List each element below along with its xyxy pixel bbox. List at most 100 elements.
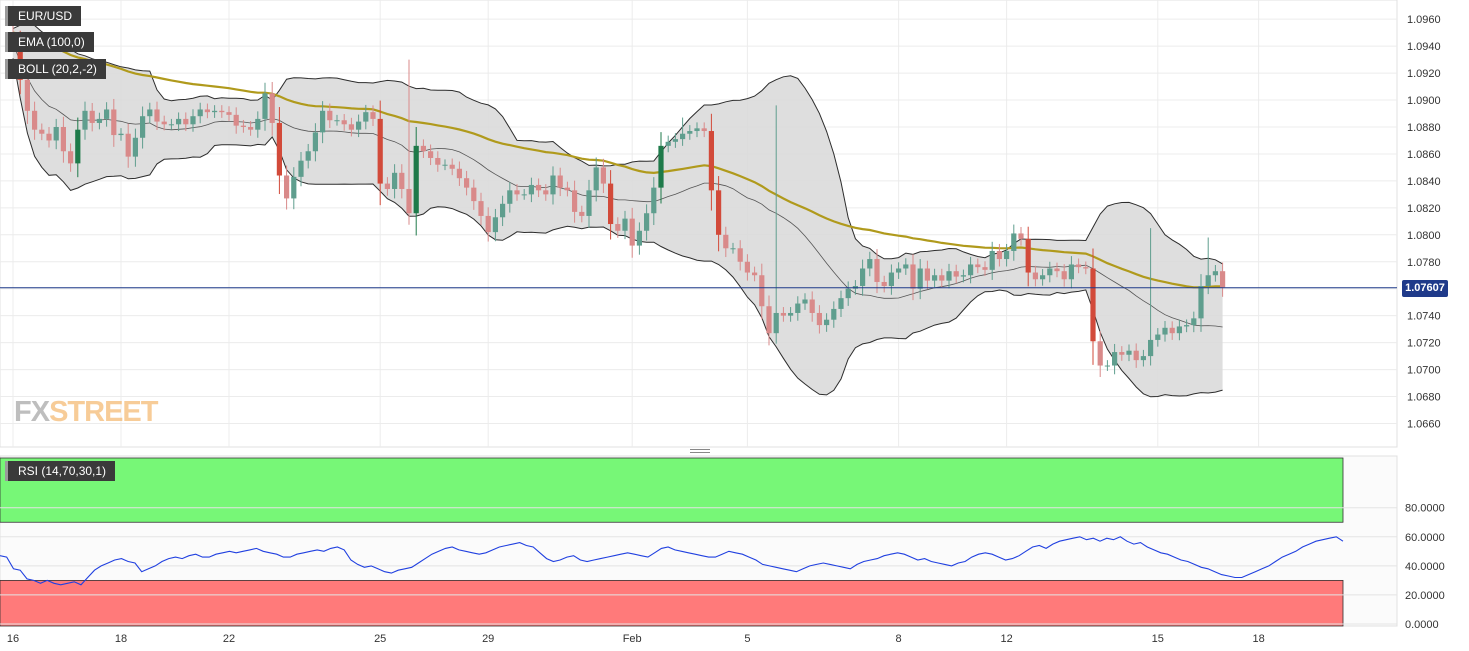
candle-body: [471, 187, 477, 202]
candle-body: [341, 120, 347, 125]
candle: [111, 98, 117, 147]
candle-body: [593, 167, 599, 191]
candle-body: [89, 110, 95, 123]
rsi-oversold-zone: [0, 579, 1344, 627]
candle-body: [1155, 334, 1161, 340]
candle-body: [831, 308, 837, 320]
candle-body: [1018, 233, 1024, 239]
candle-body: [572, 190, 578, 212]
candle: [780, 307, 786, 322]
candle: [327, 103, 333, 128]
candle-body: [1097, 341, 1103, 366]
candle-body: [744, 261, 750, 273]
candle: [53, 118, 59, 150]
candle-body: [1205, 275, 1211, 287]
candle: [1032, 265, 1038, 287]
candle-body: [1191, 318, 1197, 326]
candle: [903, 258, 909, 275]
candle: [737, 240, 743, 271]
rsi-line: [0, 536, 1344, 586]
price-tick-label: 1.0700: [1407, 365, 1441, 377]
candle-body: [406, 188, 412, 214]
candle: [507, 182, 513, 213]
candle: [600, 158, 606, 194]
candle-body: [168, 124, 174, 126]
candle-body: [197, 109, 203, 117]
candle: [456, 161, 462, 186]
candle-body: [860, 268, 866, 287]
candle: [276, 107, 282, 195]
panel-resize-handle[interactable]: [690, 449, 710, 455]
time-tick-label: 5: [744, 633, 750, 645]
candle: [982, 261, 988, 276]
candle-body: [953, 271, 959, 277]
candle: [1176, 319, 1182, 341]
time-tick-label: 22: [223, 633, 235, 645]
candle: [896, 262, 902, 279]
instrument-label[interactable]: EUR/USD: [5, 6, 82, 26]
ema-indicator-label[interactable]: EMA (100,0): [5, 32, 94, 52]
candle: [651, 177, 657, 226]
candle-body: [334, 120, 340, 122]
bollinger-indicator-label[interactable]: BOLL (20,2,-2): [5, 59, 106, 79]
candlestick-series: [10, 25, 1226, 377]
candle-body: [730, 248, 736, 250]
candle-body: [46, 133, 52, 141]
time-axis: 16 18 22 25 29 Feb 5 8 12 15 18: [7, 633, 1265, 645]
candle-body: [960, 275, 966, 277]
candle-body: [521, 194, 527, 196]
candle-body: [968, 264, 974, 276]
price-tick-label: 1.0720: [1407, 338, 1441, 350]
candle-body: [233, 114, 239, 126]
candle: [1061, 264, 1067, 287]
price-tick-label: 1.0660: [1407, 418, 1441, 430]
candle-body: [96, 118, 102, 123]
candle: [1025, 226, 1031, 287]
candle-body: [816, 312, 822, 326]
candle: [788, 307, 794, 322]
candle: [442, 159, 448, 171]
candle: [1104, 360, 1110, 371]
candle-body: [1011, 233, 1017, 251]
candle-body: [1169, 327, 1175, 334]
candle: [449, 158, 455, 176]
candle: [168, 118, 174, 130]
candle: [248, 121, 254, 136]
candle-body: [651, 187, 657, 214]
candle: [708, 113, 714, 211]
candle-body: [903, 264, 909, 269]
candle: [1133, 343, 1139, 368]
candle: [420, 139, 426, 158]
price-tick-label: 1.0960: [1407, 14, 1441, 26]
candle-body: [255, 118, 261, 130]
candle: [766, 295, 772, 346]
time-tick-label: 15: [1152, 633, 1164, 645]
candle: [1126, 344, 1132, 362]
candle: [485, 207, 491, 242]
candle-body: [204, 109, 210, 113]
rsi-indicator-label[interactable]: RSI (14,70,30,1): [5, 461, 116, 481]
candle-body: [636, 230, 642, 246]
candle: [953, 264, 959, 284]
candle: [672, 133, 678, 148]
candle-body: [536, 184, 542, 191]
candle: [824, 313, 830, 332]
candle: [744, 254, 750, 281]
candle: [564, 181, 570, 197]
candle-body: [284, 175, 290, 199]
candle-body: [420, 145, 426, 152]
candle: [384, 177, 390, 196]
candle-body: [32, 110, 38, 130]
price-tick-label: 1.0780: [1407, 257, 1441, 269]
candle: [132, 128, 138, 167]
candle: [572, 180, 578, 223]
rsi-overbought-zone: [0, 457, 1344, 523]
price-tick-label: 1.0920: [1407, 68, 1441, 80]
candle: [140, 106, 146, 149]
candle-body: [320, 110, 326, 133]
candle: [262, 82, 268, 131]
rsi-axis: 80.0000 60.0000 40.0000 20.0000 0.0000: [1405, 503, 1445, 631]
candle: [284, 165, 290, 210]
candle: [1184, 319, 1190, 333]
